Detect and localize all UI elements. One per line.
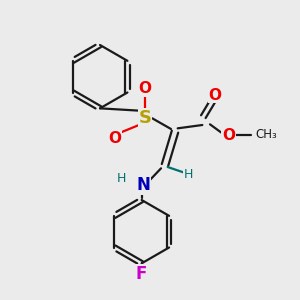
Text: F: F [136, 265, 147, 283]
Text: O: O [208, 88, 221, 103]
Text: S: S [139, 109, 152, 127]
Text: O: O [139, 81, 152, 96]
Text: H: H [184, 169, 193, 182]
Text: H: H [117, 172, 126, 185]
Text: CH₃: CH₃ [255, 128, 277, 142]
Text: N: N [136, 176, 150, 194]
Text: O: O [109, 131, 122, 146]
Text: O: O [222, 128, 235, 142]
